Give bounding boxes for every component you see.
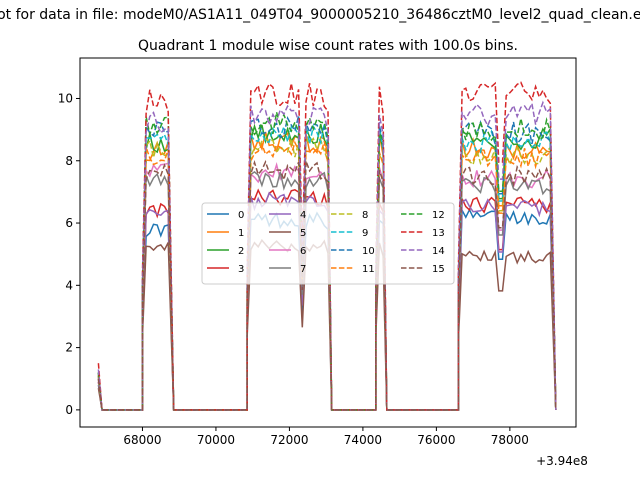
- legend-label-11: 11: [362, 264, 375, 275]
- y-axis: 0 2 4 6 8 10: [58, 91, 80, 417]
- series-line-15: [97, 160, 557, 411]
- chart-title: Quadrant 1 module wise count rates with …: [138, 38, 518, 54]
- x-tick-label: 78000: [491, 433, 529, 447]
- legend-label-7: 7: [300, 264, 306, 275]
- y-tick-label: 2: [65, 341, 73, 355]
- legend-label-13: 13: [432, 228, 445, 239]
- legend-label-6: 6: [300, 246, 306, 257]
- y-tick-label: 0: [65, 403, 73, 417]
- legend-label-10: 10: [362, 246, 375, 257]
- legend-label-1: 1: [238, 228, 244, 239]
- x-tick-label: 76000: [417, 433, 455, 447]
- series-line-11: [97, 140, 557, 411]
- legend-label-2: 2: [238, 246, 244, 257]
- x-offset-label: +3.94e8: [536, 454, 588, 468]
- legend-label-0: 0: [238, 210, 244, 221]
- x-tick-label: 72000: [270, 433, 308, 447]
- legend-label-5: 5: [300, 228, 306, 239]
- y-tick-label: 8: [65, 154, 73, 168]
- legend-label-12: 12: [432, 210, 445, 221]
- x-tick-label: 74000: [344, 433, 382, 447]
- plot-frame: [79, 57, 577, 428]
- x-tick-label: 70000: [197, 433, 235, 447]
- y-tick-label: 10: [58, 91, 73, 105]
- legend-frame: [201, 202, 455, 285]
- legend-label-9: 9: [362, 228, 368, 239]
- x-tick-label: 68000: [123, 433, 161, 447]
- chart-suptitle: Plot for data in file: modeM0/AS1A11_049…: [0, 7, 640, 23]
- series-line-8: [97, 137, 557, 411]
- y-tick-label: 4: [65, 278, 73, 292]
- legend-label-4: 4: [300, 210, 306, 221]
- legend-label-3: 3: [238, 264, 244, 275]
- y-tick-label: 6: [65, 216, 73, 230]
- x-axis: 68000 70000 72000 74000 76000 78000: [123, 427, 529, 447]
- legend-label-15: 15: [432, 264, 445, 275]
- legend-label-8: 8: [362, 210, 368, 221]
- legend-label-14: 14: [432, 246, 445, 257]
